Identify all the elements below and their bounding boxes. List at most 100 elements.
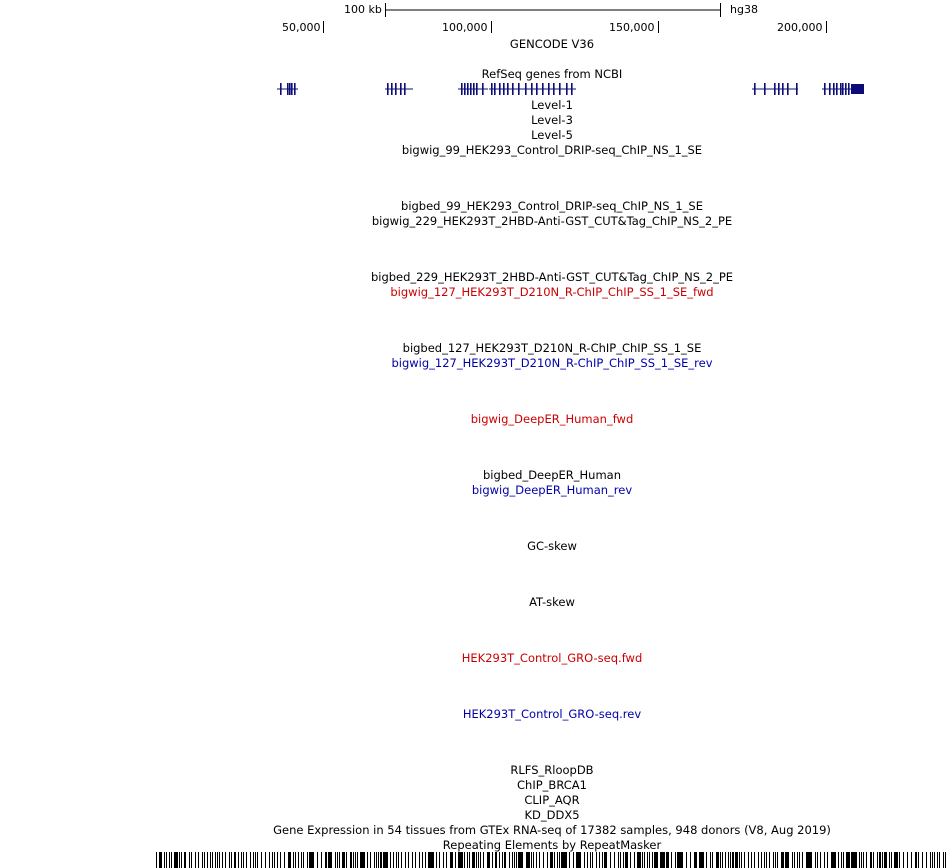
repeat-element (610, 852, 611, 868)
repeat-element (879, 852, 881, 868)
repeat-element (342, 852, 345, 868)
repeat-element (210, 852, 211, 868)
track-label-clip-aqr[interactable]: CLIP_AQR (524, 793, 580, 807)
track-label-bigbed-229[interactable]: bigbed_229_HEK293T_2HBD-Anti-GST_CUT&Tag… (370, 270, 734, 284)
repeat-element (739, 852, 740, 868)
repeat-element (229, 852, 230, 868)
repeat-element (634, 852, 635, 868)
repeat-element (604, 852, 607, 868)
repeat-element (671, 852, 672, 868)
repeat-element (590, 852, 591, 868)
repeat-element (799, 852, 800, 868)
repeat-element (217, 852, 218, 868)
repeat-element (625, 852, 628, 868)
coordinate-label-3: 150,000 (609, 21, 655, 34)
repeat-element (309, 852, 314, 868)
repeat-element (398, 852, 399, 868)
repeat-element (943, 852, 944, 868)
repeat-element (620, 852, 621, 868)
track-label-bigbed-99[interactable]: bigbed_99_HEK293_Control_DRIP-seq_ChIP_N… (401, 199, 703, 213)
repeat-element (576, 852, 581, 868)
repeat-element (446, 852, 447, 868)
repeat-element (171, 852, 172, 868)
track-label-level5[interactable]: Level-5 (531, 128, 573, 142)
repeat-element (207, 852, 208, 868)
repeat-element (198, 852, 199, 868)
track-label-bigwig-127-fwd[interactable]: bigwig_127_HEK293T_D210N_R-ChIP_ChIP_SS_… (390, 285, 714, 299)
track-label-bigwig-127-rev[interactable]: bigwig_127_HEK293T_D210N_R-ChIP_ChIP_SS_… (391, 356, 713, 370)
repeat-element (191, 852, 192, 868)
repeat-element (189, 852, 190, 868)
track-label-deeper-fwd[interactable]: bigwig_DeepER_Human_fwd (470, 412, 634, 426)
track-label-bigwig-99[interactable]: bigwig_99_HEK293_Control_DRIP-seq_ChIP_N… (401, 143, 703, 157)
repeat-element (725, 852, 726, 868)
repeatmasker-track[interactable] (156, 852, 946, 868)
repeat-element (741, 852, 742, 868)
repeat-element (554, 852, 555, 868)
gene-exon (774, 83, 776, 95)
repeat-element (744, 852, 745, 868)
repeat-element (675, 852, 676, 868)
repeat-element (710, 852, 711, 868)
repeat-element (378, 852, 379, 868)
repeat-element (483, 852, 484, 868)
gene-exon (470, 83, 472, 95)
track-label-at-skew[interactable]: AT-skew (529, 595, 575, 609)
track-label-gc-skew[interactable]: GC-skew (527, 539, 577, 553)
refseq-gene-models[interactable] (277, 83, 864, 95)
track-label-kd-ddx5[interactable]: KD_DDX5 (524, 808, 580, 822)
repeat-element (174, 852, 178, 868)
track-label-gtex[interactable]: Gene Expression in 54 tissues from GTEx … (273, 823, 831, 837)
repeat-element (499, 852, 500, 868)
repeat-element (831, 852, 836, 868)
track-label-chip-brca1[interactable]: ChIP_BRCA1 (517, 778, 587, 792)
repeat-element (861, 852, 862, 868)
track-label-bigwig-229[interactable]: bigwig_229_HEK293T_2HBD-Anti-GST_CUT&Tag… (371, 214, 733, 228)
repeat-element (353, 852, 354, 868)
repeat-element (480, 852, 481, 868)
repeat-element (274, 852, 275, 868)
repeat-element (550, 852, 553, 868)
repeat-element (464, 852, 465, 868)
repeat-element (690, 852, 691, 868)
track-label-deeper-rev[interactable]: bigwig_DeepER_Human_rev (471, 483, 633, 497)
repeat-element (602, 852, 603, 868)
repeat-element (436, 852, 437, 868)
repeat-element (891, 852, 892, 868)
repeat-element (184, 852, 186, 868)
repeat-element (357, 852, 358, 868)
gene-exon (778, 83, 780, 95)
repeat-element (269, 852, 270, 868)
repeat-element (328, 852, 332, 868)
repeat-element (370, 852, 371, 868)
gene-exon (287, 83, 289, 95)
repeat-element (884, 852, 887, 868)
gene-exon (525, 83, 527, 95)
track-label-bigbed-127[interactable]: bigbed_127_HEK293T_D210N_R-ChIP_ChIP_SS_… (402, 341, 702, 355)
repeat-element (533, 852, 534, 868)
repeat-element (261, 852, 262, 868)
gene-exon (404, 83, 406, 95)
track-label-gro-rev[interactable]: HEK293T_Control_GRO-seq.rev (462, 707, 642, 721)
repeat-element (735, 852, 738, 868)
repeat-element (806, 852, 812, 868)
track-label-refseq[interactable]: RefSeq genes from NCBI (481, 67, 623, 81)
repeat-element (637, 852, 641, 868)
repeat-element (231, 852, 232, 868)
repeat-element (748, 852, 749, 868)
repeat-element (472, 852, 475, 868)
track-label-repeatmasker[interactable]: Repeating Elements by RepeatMasker (442, 838, 662, 852)
repeat-element (557, 852, 558, 868)
track-label-level3[interactable]: Level-3 (531, 113, 573, 127)
track-label-gencode[interactable]: GENCODE V36 (509, 37, 595, 51)
repeat-element (383, 852, 388, 868)
track-label-level1[interactable]: Level-1 (531, 98, 573, 112)
gene-exon (559, 83, 561, 95)
track-label-rlfs[interactable]: RLFS_RloopDB (510, 763, 594, 777)
repeat-element (516, 852, 517, 868)
repeat-element (851, 852, 857, 868)
repeat-element (253, 852, 254, 868)
track-label-gro-fwd[interactable]: HEK293T_Control_GRO-seq.fwd (461, 651, 643, 665)
track-label-bigbed-deeper[interactable]: bigbed_DeepER_Human (482, 468, 621, 482)
repeat-element (573, 852, 574, 868)
